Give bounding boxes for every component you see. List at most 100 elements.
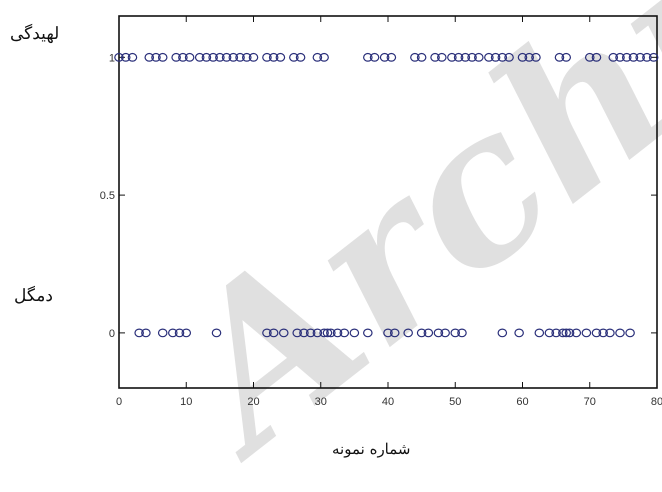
point-class-1	[235, 52, 245, 62]
point-class-0	[514, 328, 524, 338]
point-class-0	[305, 328, 316, 338]
point-class-1	[467, 52, 477, 62]
point-class-1	[208, 52, 218, 62]
point-class-1	[363, 52, 373, 62]
point-class-0	[423, 328, 434, 338]
point-class-0	[349, 328, 360, 338]
point-class-1	[497, 52, 508, 62]
point-class-0	[319, 328, 329, 338]
point-class-1	[295, 52, 306, 62]
point-class-0	[157, 328, 168, 338]
x-tick-label: 0	[116, 396, 122, 408]
point-class-1	[635, 52, 645, 62]
point-class-1	[171, 52, 181, 62]
point-class-1	[215, 52, 225, 62]
point-class-1	[221, 52, 232, 62]
point-class-0	[389, 328, 400, 338]
point-class-0	[544, 328, 555, 338]
point-class-1	[127, 52, 138, 62]
point-class-0	[534, 328, 545, 338]
point-class-1	[201, 52, 212, 62]
x-tick-label: 10	[180, 396, 192, 408]
point-class-0	[211, 328, 222, 338]
point-class-1	[447, 52, 457, 62]
x-tick-label: 40	[382, 396, 394, 408]
point-class-1	[484, 52, 494, 62]
point-class-0	[141, 328, 151, 338]
point-class-0	[168, 328, 178, 338]
point-class-0	[268, 328, 279, 338]
point-class-1	[642, 52, 652, 62]
x-tick-label: 60	[516, 396, 528, 408]
point-class-0	[625, 328, 635, 338]
point-class-0	[322, 328, 333, 338]
point-class-0	[581, 328, 592, 338]
point-class-1	[524, 52, 535, 62]
point-class-1	[369, 52, 380, 62]
point-class-0	[416, 328, 427, 338]
point-class-0	[326, 328, 336, 338]
scatter-chart: 0 10 20 30 40 50 60 70 80 0 0.5 1	[100, 15, 662, 408]
y-tick-label: 0	[109, 328, 115, 340]
point-class-1	[531, 52, 541, 62]
point-class-0	[450, 328, 461, 338]
point-class-1	[319, 52, 329, 62]
point-class-0	[615, 328, 625, 338]
point-class-1	[178, 52, 188, 62]
point-class-1	[241, 52, 252, 62]
x-tick-label: 30	[315, 396, 327, 408]
point-class-1	[517, 52, 528, 62]
point-class-1	[151, 52, 161, 62]
x-tick-label: 50	[449, 396, 461, 408]
point-class-0	[134, 328, 144, 338]
point-class-0	[312, 328, 323, 338]
point-class-1	[268, 52, 279, 62]
y-tick-label: 0.5	[100, 190, 115, 202]
point-class-0	[181, 328, 192, 338]
point-class-1	[194, 52, 205, 62]
point-class-1	[621, 52, 632, 62]
point-class-0	[403, 328, 413, 338]
point-class-1	[157, 52, 168, 62]
point-class-1	[410, 52, 420, 62]
point-class-0	[332, 328, 343, 338]
point-class-1	[561, 52, 572, 62]
point-class-0	[561, 328, 572, 338]
point-class-0	[558, 328, 568, 338]
point-class-0	[457, 328, 467, 338]
point-class-1	[144, 52, 155, 62]
point-class-1	[416, 52, 427, 62]
point-class-1	[262, 52, 272, 62]
point-class-0	[551, 328, 561, 338]
x-axis-label: شماره نمونه	[332, 440, 411, 458]
point-class-0	[571, 328, 582, 338]
point-class-1	[114, 52, 124, 62]
x-tick-label: 20	[247, 396, 259, 408]
point-class-0	[363, 328, 373, 338]
point-class-1	[591, 52, 602, 62]
x-tick-label: 70	[584, 396, 596, 408]
point-class-1	[490, 52, 501, 62]
point-class-0	[440, 328, 450, 338]
point-class-1	[289, 52, 299, 62]
point-class-1	[430, 52, 440, 62]
point-class-1	[184, 52, 195, 62]
point-class-0	[262, 328, 272, 338]
point-class-0	[564, 328, 575, 338]
point-class-1	[628, 52, 639, 62]
category-label-bottom: دمگل	[14, 286, 53, 306]
x-tick-label: 80	[651, 396, 662, 408]
point-class-1	[312, 52, 323, 62]
point-class-0	[383, 328, 393, 338]
point-class-1	[248, 52, 259, 62]
point-class-0	[497, 328, 508, 338]
point-class-0	[299, 328, 309, 338]
point-class-0	[591, 328, 602, 338]
point-class-0	[605, 328, 615, 338]
plot-frame	[118, 15, 658, 389]
point-class-1	[584, 52, 595, 62]
point-class-1	[460, 52, 471, 62]
point-class-0	[174, 328, 185, 338]
point-class-0	[278, 328, 289, 338]
point-class-1	[473, 52, 484, 62]
